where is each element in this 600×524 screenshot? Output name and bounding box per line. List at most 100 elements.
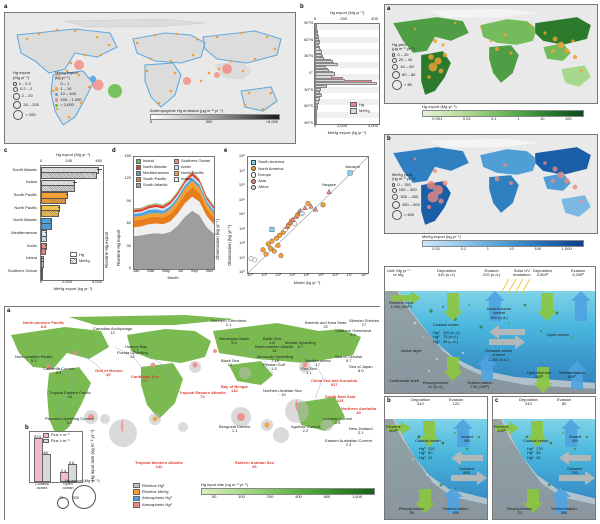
region-label: China Sea and Kuroshio 917: [311, 378, 357, 388]
lat-tick: 30°N: [304, 53, 313, 59]
lat-bar: [315, 119, 317, 123]
sedimentation-label-line: Sedimentation: [443, 506, 469, 511]
scatter-point: [292, 221, 297, 227]
panel-c-top-axis-label: Hg export (Mg yr⁻¹): [55, 152, 91, 157]
tr-b-size-3: [392, 193, 399, 201]
bl-cbar-gradient: [201, 488, 375, 496]
model-observation-scatter: Amazon Yangtze: [247, 156, 369, 274]
d-legend-item: Inland: [136, 158, 174, 164]
region-label: Hudson Bay 3.7: [125, 344, 147, 354]
panel-a-letter: a: [4, 4, 8, 10]
lat-bar: [315, 31, 318, 35]
region-value: 17: [361, 322, 367, 328]
riverine-label: Riverine 100ᴾ: [494, 424, 509, 434]
lat-stripe: [315, 99, 379, 106]
e-legend-label: Asia: [258, 177, 266, 183]
lat-bar: [315, 116, 317, 120]
e-x-tick: 10¹: [261, 272, 268, 277]
inset-bar-label: 524: [34, 433, 41, 439]
tr-a-size-1: [392, 53, 396, 57]
species-block: Hg⁰ 170 Hg² 39 Hgᵖ 24: [527, 446, 543, 460]
region-label: Sea of Japan 8.0: [349, 364, 373, 374]
panel-b-bottom-axis-label: MeHg export (kg yr⁻¹): [327, 130, 367, 135]
region-name: North-western Pacific: [23, 320, 65, 325]
d-y-tick: 30: [126, 242, 131, 248]
open-ocean-label-line: Open ocean: [547, 332, 569, 337]
d-legend-swatch: [136, 159, 141, 164]
region-name: Persian Gulf: [263, 362, 286, 367]
br-a-shelf-svg: [385, 278, 595, 393]
lat-bar: [315, 69, 330, 73]
colorbar-gradient: [150, 114, 280, 121]
d-legend-item: Mediterranean: [136, 170, 174, 176]
region-value: 2.1: [225, 322, 232, 328]
species-name: Hg²: [527, 450, 534, 456]
bl-legend-swatch: [133, 489, 140, 495]
region-label: Agulhas Current 2.2: [291, 424, 320, 434]
tr-a-cbar-title: Hg export (Mg yr⁻¹): [422, 104, 457, 109]
scatter-point: [299, 211, 305, 217]
coastal-species: Hg⁰ 320 (n.d.) Hg² 75 (n.d.) Hgᵖ 44 (n.d.): [433, 330, 460, 344]
inward-label-line: 900: [463, 438, 471, 444]
bl-cbar-tick: 200: [266, 494, 274, 500]
hg-yield-map-svg: [385, 5, 597, 103]
bl-colorbar: Hg input rate (ng m⁻² yr⁻¹) 50 100 200 400 8…: [201, 482, 375, 500]
legend-hg-class-4: > 200: [25, 111, 36, 117]
sedimentation-label: Sedimentation 400: [443, 506, 469, 516]
tr-a-class-0: 0 – 20: [397, 51, 409, 57]
outward-label-line: 800: [463, 470, 470, 476]
sedimentation-label-line: Sedimentation: [467, 380, 493, 385]
species-value: 24: [536, 454, 541, 460]
panel-br-c-letter: c: [495, 398, 499, 404]
resuspension-label-line: Resuspension: [423, 380, 449, 385]
lat-bar: [315, 59, 333, 64]
d-x-tick: Mar: [147, 268, 155, 273]
riverine-label-line: 300ᴾ: [389, 428, 398, 434]
coastal-open-ocean-bar-plot: 524 48 2.4 9.6: [29, 431, 83, 483]
legend-mehg-class-3: 100 – 1,000: [60, 96, 82, 102]
br-c-air: [493, 397, 595, 419]
bl-legend-swatch: [133, 502, 140, 508]
scatter-point: [263, 251, 269, 257]
inward-current-label-line: Inward ocean: [487, 306, 512, 311]
deposition-label: Deposition 310: [411, 397, 430, 407]
region-label: Tropical Western Atlantic 242: [135, 460, 183, 470]
e-y-tick: 10¹: [239, 254, 245, 260]
cbar-tick-1: 500: [205, 119, 213, 125]
inward-current-label-line: current: [492, 310, 506, 316]
tr-b-legend-title: MeHg yield: [392, 172, 413, 177]
b-top-tick-0: 0: [314, 16, 317, 21]
sedimentation-open-label-line: 600ᴾ: [567, 374, 576, 380]
region-value: 14: [272, 348, 277, 354]
bl-legend-label: Atmospheric Hg⁰: [142, 495, 173, 501]
d-x-tick: Jul: [177, 268, 183, 273]
species-name: Hg⁰: [433, 330, 440, 335]
inward-label-line: Inward: [461, 434, 474, 439]
d-x-tick: May: [162, 268, 170, 273]
legend-sw-hg: [350, 102, 357, 108]
tr-a-class-1: 20 – 40: [398, 57, 413, 63]
d-y-tick: 60: [126, 220, 131, 226]
region-value: 5.9: [350, 332, 356, 338]
legend-hg-title: Hg export: [13, 70, 31, 75]
tr-a-size-5: [392, 80, 402, 91]
c-top-tick-0: 0: [40, 158, 43, 163]
lat-bar: [315, 50, 322, 54]
d-legend-label: Arctic: [181, 164, 191, 170]
basin-label: North Pacific: [14, 204, 37, 210]
d-legend-item: South Atlantic: [136, 182, 174, 188]
e-y-tick: 10³: [239, 225, 245, 231]
coastal-ocean-label: Coastal ocean: [523, 438, 549, 443]
lat-bar: [315, 97, 320, 101]
panel-b-letter: b: [300, 4, 304, 10]
d-x-tick: Jan: [133, 268, 140, 273]
region-value: 12: [110, 330, 115, 336]
legend-mehg-units: (kg yr⁻¹): [55, 74, 70, 80]
region-name: Bay of Bengal: [221, 384, 248, 389]
tr-b-class-2: 300 – 450: [400, 193, 419, 199]
solar-uv-label-line: Solar UV: [513, 268, 530, 273]
d-x-tick: Sep: [190, 268, 198, 273]
solar-uv-label: Solar UV irradiation: [513, 268, 531, 278]
region-label: Gulf of Mexico 87: [95, 368, 123, 378]
c-top-tick-1: 240: [65, 158, 73, 163]
